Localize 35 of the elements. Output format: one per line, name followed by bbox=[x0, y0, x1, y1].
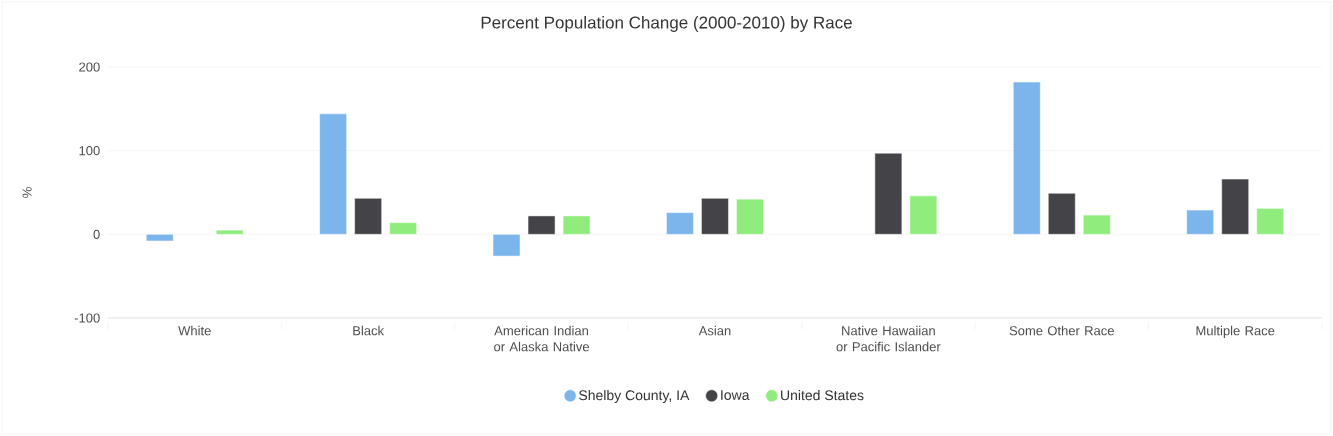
x-tick-label: White bbox=[178, 325, 211, 336]
bar bbox=[1083, 214, 1111, 235]
bar bbox=[562, 215, 591, 235]
x-tick-label: Multiple Race bbox=[1196, 325, 1275, 338]
bar bbox=[354, 198, 382, 235]
x-tick-label: Black bbox=[353, 325, 385, 336]
y-axis-title: % bbox=[22, 187, 32, 198]
bar bbox=[1221, 178, 1249, 235]
bar bbox=[874, 152, 903, 235]
bar bbox=[319, 113, 347, 235]
y-tick-label: 100 bbox=[79, 146, 100, 156]
legend-label: Iowa bbox=[721, 390, 750, 400]
legend-label: Shelby County, IA bbox=[579, 389, 690, 403]
chart-title: Percent Population Change (2000-2010) by Race bbox=[481, 16, 852, 32]
legend-label: United States bbox=[781, 389, 864, 401]
x-tick-label: Some Other Race bbox=[1009, 325, 1114, 336]
bar bbox=[666, 212, 694, 235]
bar bbox=[1013, 81, 1041, 235]
x-tick-label: Asian bbox=[698, 325, 731, 336]
bar bbox=[215, 229, 244, 235]
bar bbox=[909, 195, 938, 235]
bar bbox=[1048, 193, 1076, 235]
bar bbox=[492, 234, 521, 257]
bar bbox=[145, 234, 174, 242]
bar bbox=[701, 198, 729, 235]
x-tick-label: Native Hawaiian or Pacific Islander bbox=[836, 325, 941, 352]
y-tick-label: 0 bbox=[93, 229, 100, 239]
bar bbox=[1186, 209, 1214, 235]
bar bbox=[736, 198, 764, 235]
y-tick-label: 200 bbox=[79, 62, 100, 72]
bar bbox=[1256, 208, 1284, 235]
x-tick-label: American Indian or Alaska Native bbox=[494, 325, 589, 352]
bar bbox=[389, 222, 417, 235]
y-tick-label: -100 bbox=[74, 313, 100, 323]
bar bbox=[527, 215, 556, 235]
